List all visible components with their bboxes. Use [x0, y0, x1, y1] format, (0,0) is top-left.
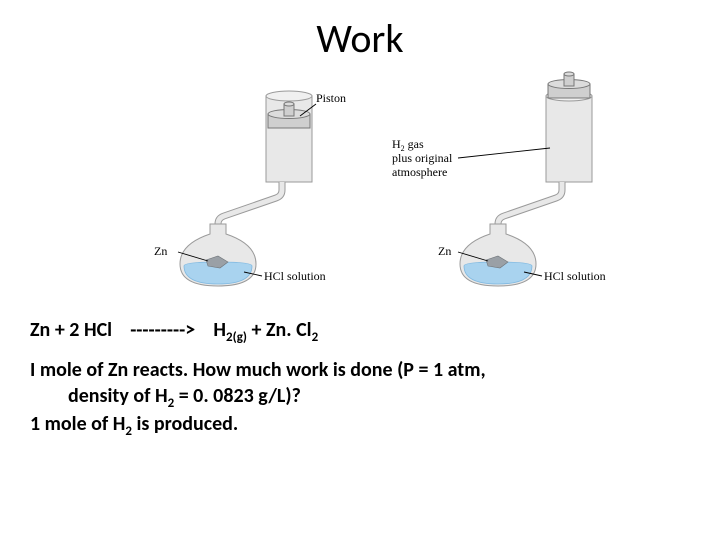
page-title: Work — [0, 14, 720, 63]
eq-zncl-sub: 2 — [312, 330, 319, 345]
figure-before: Zn HCl solution Piston — [124, 68, 354, 292]
label-piston: Piston — [316, 91, 346, 105]
label-zn-after: Zn — [438, 244, 451, 258]
label-zn-before: Zn — [154, 244, 167, 258]
line2: density of H2 = 0. 0823 g/L)? — [68, 384, 670, 413]
reaction-equation: Zn + 2 HCl ---------> H2(g) + Zn. Cl2 — [30, 318, 318, 345]
figure-after: Zn HCl solution H2 gas plus original atm… — [380, 68, 610, 292]
diagram-row: Zn HCl solution Piston — [124, 68, 610, 292]
line3: 1 mole of H2 is produced. — [30, 412, 670, 441]
eq-h2-sub: 2(g) — [226, 330, 247, 345]
label-hcl-before: HCl solution — [264, 269, 326, 283]
eq-lhs: Zn + 2 HCl — [30, 318, 112, 342]
line1: I mole of Zn reacts. How much work is do… — [30, 358, 670, 384]
eq-zncl: Zn. Cl — [266, 318, 312, 342]
label-h2-line2: plus original — [392, 151, 453, 165]
problem-text: I mole of Zn reacts. How much work is do… — [30, 358, 670, 441]
label-h2-line3: atmosphere — [392, 165, 447, 179]
eq-arrow: ---------> — [130, 318, 195, 342]
eq-plus: + — [251, 318, 265, 342]
label-hcl-after: HCl solution — [544, 269, 606, 283]
eq-h2: H — [213, 318, 226, 342]
